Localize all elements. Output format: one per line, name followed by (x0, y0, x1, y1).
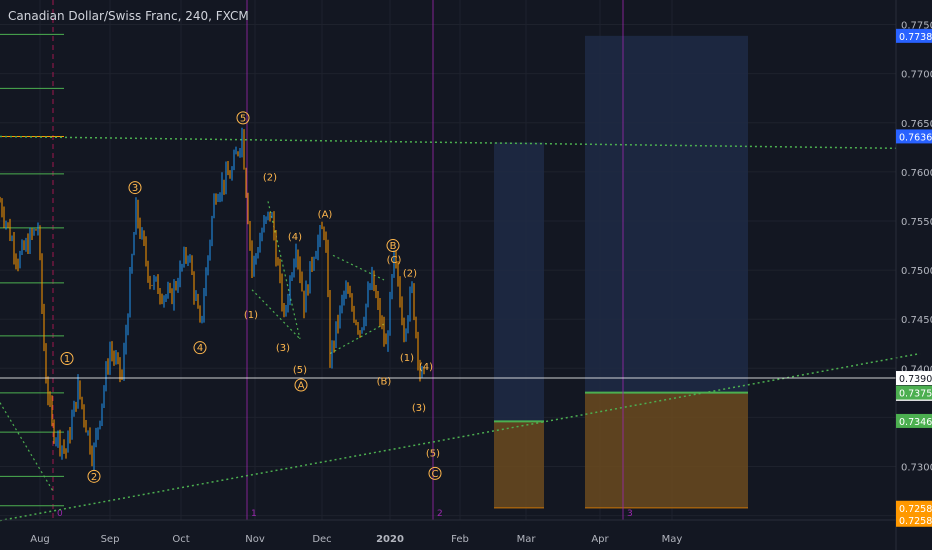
y-tick-label: 0.77500 (901, 21, 932, 32)
wave-label: (4) (288, 232, 302, 243)
wave-label: (5) (426, 448, 440, 459)
y-axis: 0.77500 0.77000 0.76500 0.76000 0.75500 0.750… (895, 0, 932, 550)
cycle-lines: 0 1 2 3 (52, 0, 633, 520)
x-tick-label: Oct (172, 534, 189, 545)
cycle-label: 1 (251, 509, 257, 519)
wave-label-circle (386, 239, 400, 253)
x-tick-label: Feb (451, 534, 469, 545)
wave-label-circle (87, 469, 101, 483)
wave-label-circle (236, 111, 250, 125)
wave-label: C (432, 469, 439, 480)
position-zones[interactable] (494, 35, 748, 509)
y-tick-label: 0.75500 (901, 217, 932, 228)
wave-label: 5 (240, 113, 246, 124)
wave-label: (2) (403, 269, 417, 280)
wave-label: (B) (377, 377, 392, 388)
wave-label: 1 (64, 354, 70, 365)
wave-label-circle (60, 351, 74, 365)
wave-label: (2) (263, 172, 277, 183)
pattern-line[interactable] (329, 323, 385, 355)
trend-lines[interactable] (0, 135, 921, 522)
price-badge (896, 512, 932, 527)
wave-label-circle (128, 181, 142, 195)
x-tick-label: Dec (312, 534, 331, 545)
wave-label: (4) (419, 362, 433, 373)
x-tick-label: 2020 (376, 534, 404, 545)
wave-label: (1) (400, 353, 414, 364)
y-tick-label: 0.73000 (901, 463, 932, 474)
y-tick-label: 0.74500 (901, 315, 932, 326)
pattern-line[interactable] (0, 402, 54, 492)
wave-label-circle (294, 378, 308, 392)
wave-label: (3) (412, 403, 426, 414)
wave-label: (5) (293, 365, 307, 376)
price-badge (896, 129, 932, 144)
x-axis: Aug Sep Oct Nov Dec 2020 Feb Mar Apr May (0, 519, 896, 545)
wave-label: A (298, 381, 305, 392)
trend-line[interactable] (0, 135, 897, 150)
price-badge (896, 28, 932, 43)
x-tick-label: Aug (30, 534, 50, 545)
profit-zone[interactable] (585, 35, 748, 393)
price-badge-label: 0.76361 (899, 132, 932, 143)
pattern-line[interactable] (251, 289, 301, 340)
y-tick-label: 0.74000 (901, 364, 932, 375)
price-badge (896, 371, 932, 386)
fib-levels (0, 33, 64, 507)
x-tick-label: Nov (245, 534, 265, 545)
x-tick-label: May (662, 534, 683, 545)
price-series (0, 127, 896, 471)
wave-labels: 12345(1)(2)(3)(4)(5)A(A)B(C)(2)(B)(1)(4)… (60, 111, 442, 483)
wave-label-circle (193, 341, 207, 355)
cycle-label: 0 (57, 509, 63, 519)
cycle-label: 3 (627, 509, 633, 519)
chart-title: Canadian Dollar/Swiss Franc, 240, FXCM (8, 9, 249, 23)
wave-label: 2 (91, 472, 97, 483)
x-tick-label: Apr (591, 534, 609, 545)
y-tick-label: 0.77000 (901, 70, 932, 81)
wave-label: (C) (387, 255, 402, 266)
wave-label: (A) (318, 210, 333, 221)
cycle-label: 2 (437, 509, 443, 519)
wave-label: (1) (244, 310, 258, 321)
y-tick-label: 0.75000 (901, 266, 932, 277)
price-badge-label: 0.77385 (899, 32, 932, 43)
price-badge-label: 0.73753 (899, 389, 932, 400)
loss-zone[interactable] (585, 392, 748, 508)
profit-zone[interactable] (494, 142, 544, 422)
x-tick-label: Sep (101, 534, 120, 545)
trend-line[interactable] (0, 352, 921, 522)
y-tick-label: 0.76000 (901, 168, 932, 179)
loss-zone[interactable] (494, 421, 544, 508)
price-badge-label: 0.73464 (899, 417, 932, 428)
wave-label: (3) (276, 343, 290, 354)
wave-label: B (390, 241, 397, 252)
wave-label: 4 (197, 343, 203, 354)
price-badge (896, 413, 932, 428)
pattern-line[interactable] (267, 201, 301, 339)
price-badge (896, 385, 932, 400)
wave-label: 3 (132, 183, 138, 194)
x-tick-label: Mar (517, 534, 537, 545)
price-badge-label: 0.73901 (899, 374, 932, 385)
price-badge (896, 500, 932, 515)
y-tick-label: 0.76500 (901, 119, 932, 130)
wave-label-circle (428, 466, 442, 480)
